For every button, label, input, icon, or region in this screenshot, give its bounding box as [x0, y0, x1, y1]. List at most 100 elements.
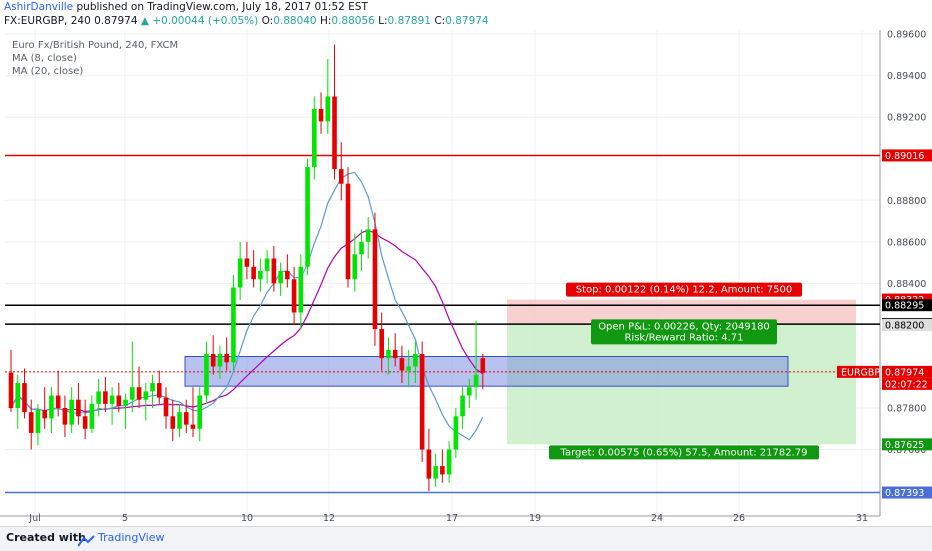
price-axis[interactable]: 0.89600 0.89400 0.89200 0.88800 0.88600 0.884…	[837, 30, 932, 499]
candle-body	[8, 372, 14, 408]
time-tick-label: Jul	[28, 513, 40, 524]
entry-price-tag-text: 0.88200	[885, 320, 924, 331]
candle-body	[15, 383, 21, 408]
legend-ma8[interactable]: MA (8, close)	[12, 53, 77, 64]
candle	[386, 337, 391, 375]
candle-body	[55, 395, 61, 408]
candle	[325, 59, 331, 134]
low-label: L:	[378, 15, 388, 27]
candle	[231, 275, 236, 371]
high-value: 0.88056	[331, 15, 375, 27]
publish-info: published on TradingView.com, July 18, 2…	[76, 1, 368, 13]
candle-body	[143, 391, 149, 400]
candle-body	[359, 241, 364, 255]
candle	[163, 387, 169, 429]
time-tick-label: 17	[446, 513, 458, 524]
change-value: +0.00044 (+0.05%)	[152, 15, 259, 27]
candle	[35, 403, 41, 446]
close-value: 0.87974	[445, 15, 489, 27]
support-zone	[184, 355, 789, 387]
tradingview-logo-icon	[77, 532, 96, 551]
candle	[143, 383, 149, 421]
candle-body	[89, 403, 95, 429]
candle-body	[62, 408, 68, 425]
grid	[0, 30, 881, 517]
candle	[359, 229, 364, 271]
candle	[271, 246, 277, 292]
target-price-tag-text: 0.87625	[885, 440, 924, 451]
candle-body	[413, 354, 418, 367]
candle	[285, 254, 290, 288]
candle-body	[446, 449, 452, 475]
candle	[413, 341, 418, 384]
candle-body	[217, 354, 223, 367]
candle	[204, 341, 209, 404]
candle	[197, 387, 203, 442]
footer-bar: Created with TradingView	[0, 526, 932, 551]
tradingview-brand[interactable]: TradingView	[98, 531, 165, 544]
time-tick-label: 5	[122, 513, 128, 524]
candle-body	[197, 395, 203, 429]
candle	[460, 387, 465, 429]
candle-body	[116, 395, 122, 406]
stop-label-text: Stop: 0.00122 (0.14%) 12.2, Amount: 7500	[576, 285, 792, 296]
entry-price-tag: 0.88200	[882, 318, 932, 331]
countdown-text: 02:07:22	[885, 379, 928, 390]
candle	[96, 378, 101, 417]
time-axis[interactable]: Jul 5 10 12 17 19 24 26 31	[28, 513, 868, 524]
candle	[365, 216, 371, 259]
symbol-tag-text: EURGBP	[841, 367, 880, 378]
candle-body	[440, 466, 445, 475]
time-tick-label: 19	[529, 513, 541, 524]
candle-body	[231, 287, 236, 363]
price-chart[interactable]: Stop: 0.00122 (0.14%) 12.2, Amount: 7500…	[0, 30, 932, 526]
position-labels: Stop: 0.00122 (0.14%) 12.2, Amount: 7500…	[549, 282, 819, 460]
red-level-price-bg	[882, 149, 932, 162]
candle-body	[460, 395, 465, 417]
candle	[258, 258, 263, 292]
candle	[345, 167, 351, 288]
change-arrow-icon: ▲	[140, 15, 149, 27]
time-tick-label: 12	[323, 513, 335, 524]
candle	[372, 212, 378, 346]
candle-body	[264, 258, 270, 271]
candle-body	[379, 329, 384, 359]
black-level-price-1-bg	[882, 299, 932, 312]
candle-body	[22, 383, 27, 413]
blue-level-price: 0.87393	[882, 486, 932, 499]
candle-body	[237, 258, 243, 288]
candle-body	[156, 383, 162, 398]
author-link[interactable]: AshirDanville	[4, 1, 74, 13]
black-level-price-1-text: 0.88295	[885, 301, 924, 312]
candle-body	[183, 412, 189, 425]
candle-body	[42, 410, 47, 419]
price-tick-label: 0.88400	[887, 279, 926, 290]
candle	[136, 366, 142, 408]
candle-body	[224, 354, 229, 363]
candle	[116, 383, 122, 413]
created-with-label: Created with	[6, 531, 86, 544]
candle-body	[96, 391, 101, 404]
candle	[318, 92, 324, 134]
price-tick-label: 0.88600	[887, 237, 926, 248]
candle	[15, 374, 21, 429]
candle	[426, 428, 432, 492]
candle-body	[28, 412, 34, 433]
red-level-price: 0.89016	[882, 149, 932, 162]
target-price-tag-bg	[882, 438, 932, 451]
price-tick-label: 0.89200	[887, 113, 926, 124]
black-level-price-1: 0.88295	[882, 299, 932, 312]
candle	[177, 403, 182, 438]
candle	[392, 333, 398, 367]
pnl-label-text: Open P&L: 0.00226, Qty: 2049180	[598, 321, 770, 332]
candle	[130, 341, 135, 413]
legend-ma20[interactable]: MA (20, close)	[12, 66, 84, 77]
close-label: C:	[434, 15, 446, 27]
candle	[467, 378, 472, 408]
candle-body	[406, 366, 411, 371]
candle	[170, 399, 176, 442]
candle-body	[278, 270, 283, 284]
price-tick-label: 0.89600	[887, 30, 926, 41]
price-tick-label: 0.89400	[887, 71, 926, 82]
candle	[62, 395, 68, 438]
